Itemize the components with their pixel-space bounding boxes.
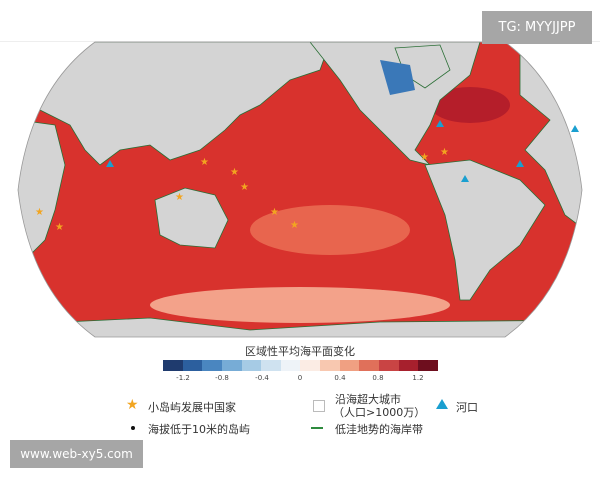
land-south-america xyxy=(424,159,546,301)
colorbar-swatch xyxy=(320,360,340,371)
colorbar-swatch xyxy=(359,360,380,371)
svg-text:★: ★ xyxy=(55,222,64,233)
divider xyxy=(0,41,600,42)
svg-text:★: ★ xyxy=(240,182,249,193)
watermark-bottom: www.web-xy5.com xyxy=(10,440,143,468)
land-antarctica xyxy=(18,317,582,337)
colorbar-swatch xyxy=(379,360,399,371)
star-icon: ★ xyxy=(126,397,139,413)
colorbar-swatch xyxy=(221,360,242,371)
colorbar-swatch xyxy=(280,360,301,371)
svg-text:★: ★ xyxy=(420,152,429,163)
tick: 0.8 xyxy=(372,374,384,382)
colorbar-swatch xyxy=(261,360,281,371)
legend-delta: 河口 xyxy=(456,401,478,414)
colorbar-swatch xyxy=(202,360,222,371)
svg-text:★: ★ xyxy=(35,207,44,218)
ocean-anomaly xyxy=(250,205,410,255)
tick: -0.4 xyxy=(255,374,269,382)
north-atlantic xyxy=(430,87,510,123)
svg-text:★: ★ xyxy=(175,192,184,203)
tick: 1.2 xyxy=(412,374,424,382)
legend-sids: 小岛屿发展中国家 xyxy=(148,401,236,414)
map-outline xyxy=(17,41,583,338)
green-line-icon xyxy=(311,427,323,429)
tick: -0.8 xyxy=(215,374,229,382)
legend-megacity-2: （人口>1000万） xyxy=(333,406,426,419)
southern-ocean-band xyxy=(150,287,450,323)
colorbar-swatch xyxy=(300,360,321,371)
svg-text:★: ★ xyxy=(270,207,279,218)
tick: -1.2 xyxy=(176,374,190,382)
svg-text:★: ★ xyxy=(230,167,239,178)
triangle-icon xyxy=(436,399,448,409)
legend-low-islands: 海拔低于10米的岛屿 xyxy=(148,423,250,436)
colorbar-swatch xyxy=(182,360,203,371)
svg-text:★: ★ xyxy=(200,157,209,168)
colorbar xyxy=(163,360,438,371)
hudson-bay-blue xyxy=(380,60,415,95)
legend-megacity-1: 沿海超大城市 xyxy=(335,393,401,406)
land-asia xyxy=(19,42,331,166)
colorbar-title: 区域性平均海平面变化 xyxy=(245,345,355,358)
watermark-top: TG: MYYJJPP xyxy=(482,11,592,44)
colorbar-swatch xyxy=(418,360,438,371)
tick: 0.4 xyxy=(334,374,346,382)
svg-text:★: ★ xyxy=(440,147,449,158)
colorbar-swatch xyxy=(163,360,183,371)
land-australia xyxy=(154,187,229,249)
colorbar-swatch xyxy=(398,360,419,371)
square-icon xyxy=(313,400,325,412)
tick: 0 xyxy=(297,374,303,382)
delta-triangles xyxy=(106,120,579,182)
colorbar-swatch xyxy=(241,360,262,371)
colorbar-swatch xyxy=(339,360,360,371)
sids-stars: ★★★★★★★★ ★★ xyxy=(35,147,449,233)
dot-icon xyxy=(131,426,135,430)
world-map: ★★★★★★★★ ★★ xyxy=(17,41,583,338)
svg-text:★: ★ xyxy=(290,220,299,231)
legend-low-coast: 低洼地势的海岸带 xyxy=(335,423,423,436)
